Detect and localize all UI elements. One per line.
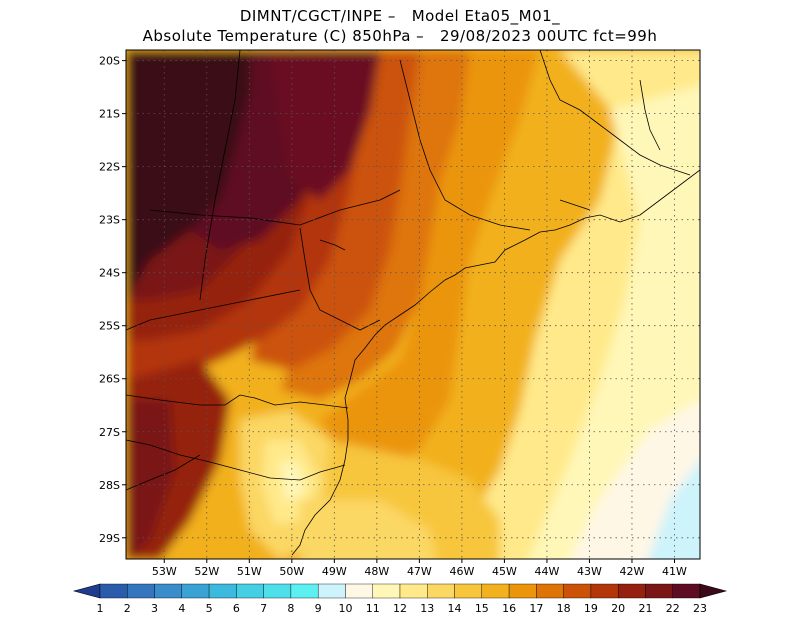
colorbar-label-8: 8 — [287, 602, 294, 615]
field-c14-south — [300, 500, 436, 559]
colorbar-label-15: 15 — [475, 602, 489, 615]
lon-label-47W: 47W — [407, 565, 432, 578]
border-rj — [559, 199, 591, 211]
lon-label-52W: 52W — [194, 565, 219, 578]
colorbar-label-19: 19 — [584, 602, 598, 615]
colorbar-segment-13 — [427, 583, 455, 599]
colorbar-segment-15 — [481, 583, 510, 599]
field-c24 — [126, 50, 250, 300]
lat-label-23S: 23S — [99, 214, 120, 227]
colorbar-label-16: 16 — [502, 602, 516, 615]
colorbar-segment-3 — [154, 583, 183, 599]
colorbar-label-21: 21 — [638, 602, 652, 615]
lon-label-43W: 43W — [577, 565, 602, 578]
lat-label-20S: 20S — [99, 55, 120, 68]
temperature-field — [126, 50, 700, 559]
border-mg-es — [539, 50, 691, 176]
colorbar-segment-19 — [590, 583, 619, 599]
colorbar-label-17: 17 — [529, 602, 543, 615]
lon-label-41W: 41W — [662, 565, 687, 578]
field-c10 — [647, 460, 700, 559]
lon-label-48W: 48W — [364, 565, 389, 578]
colorbar-label-22: 22 — [666, 602, 680, 615]
colorbar-label-11: 11 — [366, 602, 380, 615]
colorbar-label-3: 3 — [151, 602, 158, 615]
colorbar-segment-11 — [372, 583, 401, 599]
colorbar-segment-21 — [645, 583, 673, 599]
field-cool-center — [280, 460, 305, 500]
lat-label-25S: 25S — [99, 320, 120, 333]
colorbar-left-arrow — [72, 583, 101, 599]
colorbar-label-2: 2 — [124, 602, 131, 615]
boundaries — [126, 50, 700, 556]
lat-label-24S: 24S — [99, 267, 120, 280]
border-sp-north — [149, 189, 401, 226]
axis-ticks: 53W 52W 51W 50W 49W 48W 47W 46W 45W 44W 43W 42W 41W 2… — [99, 55, 687, 578]
border-sc-rs — [126, 439, 346, 481]
river-detail — [319, 239, 346, 251]
colorbar-label-20: 20 — [611, 602, 625, 615]
colorbar-label-18: 18 — [557, 602, 571, 615]
border-es — [639, 79, 661, 151]
lon-label-53W: 53W — [152, 565, 177, 578]
lon-label-51W: 51W — [237, 565, 262, 578]
lon-label-50W: 50W — [279, 565, 304, 578]
lon-label-44W: 44W — [534, 565, 559, 578]
colorbar-label-12: 12 — [393, 602, 407, 615]
colorbar-segment-16 — [508, 583, 537, 599]
colorbar-segment-7 — [263, 583, 292, 599]
colorbar-segment-20 — [617, 583, 646, 599]
colorbar-segment-17 — [536, 583, 564, 599]
border-mg-sp — [399, 59, 531, 231]
border-ms-sp — [199, 50, 241, 301]
lat-label-22S: 22S — [99, 161, 120, 174]
colorbar-label-7: 7 — [260, 602, 267, 615]
colorbar-label-14: 14 — [448, 602, 462, 615]
colorbar-right-arrow — [699, 583, 728, 599]
gridlines — [126, 50, 700, 559]
colorbar-label-23: 23 — [693, 602, 707, 615]
colorbar-label-9: 9 — [315, 602, 322, 615]
colorbar-label-6: 6 — [233, 602, 240, 615]
colorbar-segment-18 — [563, 583, 592, 599]
colorbar-label-13: 13 — [420, 602, 434, 615]
coastline — [291, 169, 700, 556]
lon-label-42W: 42W — [620, 565, 645, 578]
colorbar-segment-12 — [399, 583, 428, 599]
colorbar-segment-2 — [127, 583, 155, 599]
colorbar-label-1: 1 — [97, 602, 104, 615]
lon-label-49W: 49W — [322, 565, 347, 578]
field-c17 — [320, 50, 540, 470]
colorbar-label-10: 10 — [338, 602, 352, 615]
lat-label-21S: 21S — [99, 108, 120, 121]
colorbar: 1 2 3 4 5 6 7 8 9 10 11 12 13 14 15 16 17 18 19 20 21 22 23 — [72, 583, 728, 615]
border-sp-pr — [299, 227, 381, 331]
colorbar-segment-10 — [345, 583, 373, 599]
lat-label-29S: 29S — [99, 532, 120, 545]
lon-label-46W: 46W — [449, 565, 474, 578]
colorbar-segment-9 — [317, 583, 346, 599]
lat-label-27S: 27S — [99, 426, 120, 439]
field-c23b — [270, 50, 380, 200]
lon-label-45W: 45W — [492, 565, 517, 578]
border-ms-pr — [126, 289, 301, 331]
title-line-1: DIMNT/CGCT/INPE – Model Eta05_M01_ — [239, 7, 561, 25]
colorbar-segment-8 — [290, 583, 319, 599]
colorbar-segment-6 — [236, 583, 264, 599]
map-frame — [125, 49, 701, 560]
colorbar-segment-1 — [99, 583, 128, 599]
colorbar-segment-14 — [454, 583, 483, 599]
colorbar-label-4: 4 — [178, 602, 185, 615]
colorbar-segment-22 — [672, 583, 701, 599]
colorbar-label-5: 5 — [206, 602, 213, 615]
colorbar-segment-5 — [208, 583, 237, 599]
lat-label-26S: 26S — [99, 373, 120, 386]
title-line-2: Absolute Temperature (C) 850hPa – 29/08/… — [142, 27, 658, 45]
colorbar-segment-4 — [181, 583, 210, 599]
border-pr-sc — [126, 394, 349, 409]
lat-label-28S: 28S — [99, 479, 120, 492]
